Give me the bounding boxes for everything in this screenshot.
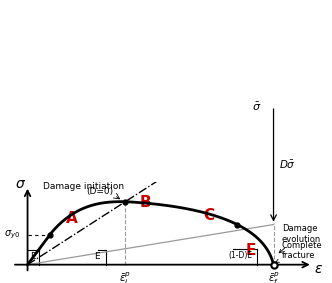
Text: $\sigma$: $\sigma$ <box>15 177 26 191</box>
Text: C: C <box>204 208 215 223</box>
Text: (1-D)E: (1-D)E <box>228 252 253 260</box>
Text: $D\bar{\sigma}$: $D\bar{\sigma}$ <box>279 159 296 171</box>
Text: B: B <box>139 195 151 210</box>
Text: $\bar{\varepsilon}_i^p$: $\bar{\varepsilon}_i^p$ <box>120 270 131 283</box>
Text: Degraded
stiffness: Degraded stiffness <box>0 282 1 283</box>
Text: E: E <box>95 252 100 261</box>
Text: E: E <box>30 252 36 261</box>
Text: $\bar{\varepsilon}_f^p$: $\bar{\varepsilon}_f^p$ <box>268 270 280 283</box>
Text: Damage
evolution: Damage evolution <box>279 224 321 253</box>
Text: A: A <box>66 211 78 226</box>
Text: $\sigma_{y0}$: $\sigma_{y0}$ <box>4 228 21 241</box>
Text: E: E <box>246 243 256 258</box>
Text: Complete
fracture: Complete fracture <box>276 241 323 262</box>
Text: $\varepsilon$: $\varepsilon$ <box>314 261 323 276</box>
Text: $\bar{\sigma}$: $\bar{\sigma}$ <box>252 101 261 113</box>
Text: (D=0): (D=0) <box>87 187 114 196</box>
Text: Damage initiation: Damage initiation <box>43 182 124 191</box>
